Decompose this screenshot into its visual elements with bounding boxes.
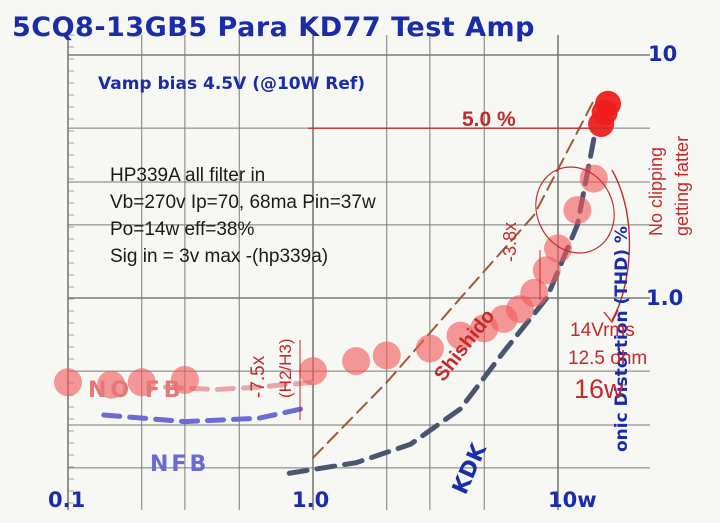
y-tick-label: 1.0: [646, 286, 684, 310]
data-point: [127, 368, 156, 397]
data-point: [170, 365, 199, 394]
data-points-layer: [54, 90, 622, 399]
data-point: [342, 347, 371, 376]
power-note: 16w: [574, 374, 624, 404]
data-point: [579, 164, 608, 193]
data-point: [54, 368, 82, 397]
data-point: [595, 90, 622, 117]
chart-title: 5CQ8-13GB5 Para KD77 Test Amp: [12, 12, 535, 43]
threshold-label: 5.0 %: [462, 108, 516, 131]
data-point: [446, 321, 475, 350]
ratio-label-3.8x: -3.8x: [500, 221, 520, 262]
x-tick-label: 0.1: [48, 488, 86, 512]
info-line: Sig in = 3v max -(hp339a): [110, 246, 329, 267]
data-point: [520, 278, 549, 307]
test-conditions-box: HP339A all filter in Vb=270v Ip=70, 68ma…: [110, 162, 376, 270]
data-point: [299, 357, 327, 386]
load-note: 12.5 ohm: [568, 348, 648, 369]
x-tick-label: 10w: [548, 488, 597, 512]
arrow-head: [603, 309, 619, 324]
no-clipping-note: No clipping: [646, 146, 666, 236]
info-line: Po=14w eff=38%: [110, 219, 255, 240]
annotation-circle: [535, 166, 615, 254]
vrms-note: 14Vrms: [570, 320, 635, 341]
ratio-label-h2h3: (H2/H3): [276, 338, 295, 398]
grid-layer: [67, 34, 650, 510]
no-fb-label: NO FB: [88, 378, 185, 403]
y-tick-label: 10: [648, 42, 678, 66]
kdk-reference-line: [286, 136, 597, 476]
info-line: HP339A all filter in: [110, 165, 266, 186]
data-point: [97, 370, 126, 399]
nfb-handdrawn-line: [101, 406, 305, 425]
data-point: [372, 341, 401, 370]
chart-subtitle: Vamp bias 4.5V (@10W Ref): [98, 74, 366, 94]
ratio-label-7.5x: -7.5x: [248, 355, 269, 398]
reference-lines-layer: [101, 99, 597, 476]
x-tick-label: 1.0: [292, 488, 330, 512]
getting-fatter-note: getting fatter: [672, 135, 692, 236]
shishido-reference-line: [312, 99, 595, 459]
nfb-label: NFB: [150, 452, 210, 477]
annotation-arrow: [611, 169, 631, 321]
info-line: Vb=270v Ip=70, 68ma Pin=37w: [110, 192, 376, 213]
data-point: [563, 196, 592, 225]
data-point: [415, 334, 444, 363]
annotation-shapes-layer: [299, 127, 631, 420]
